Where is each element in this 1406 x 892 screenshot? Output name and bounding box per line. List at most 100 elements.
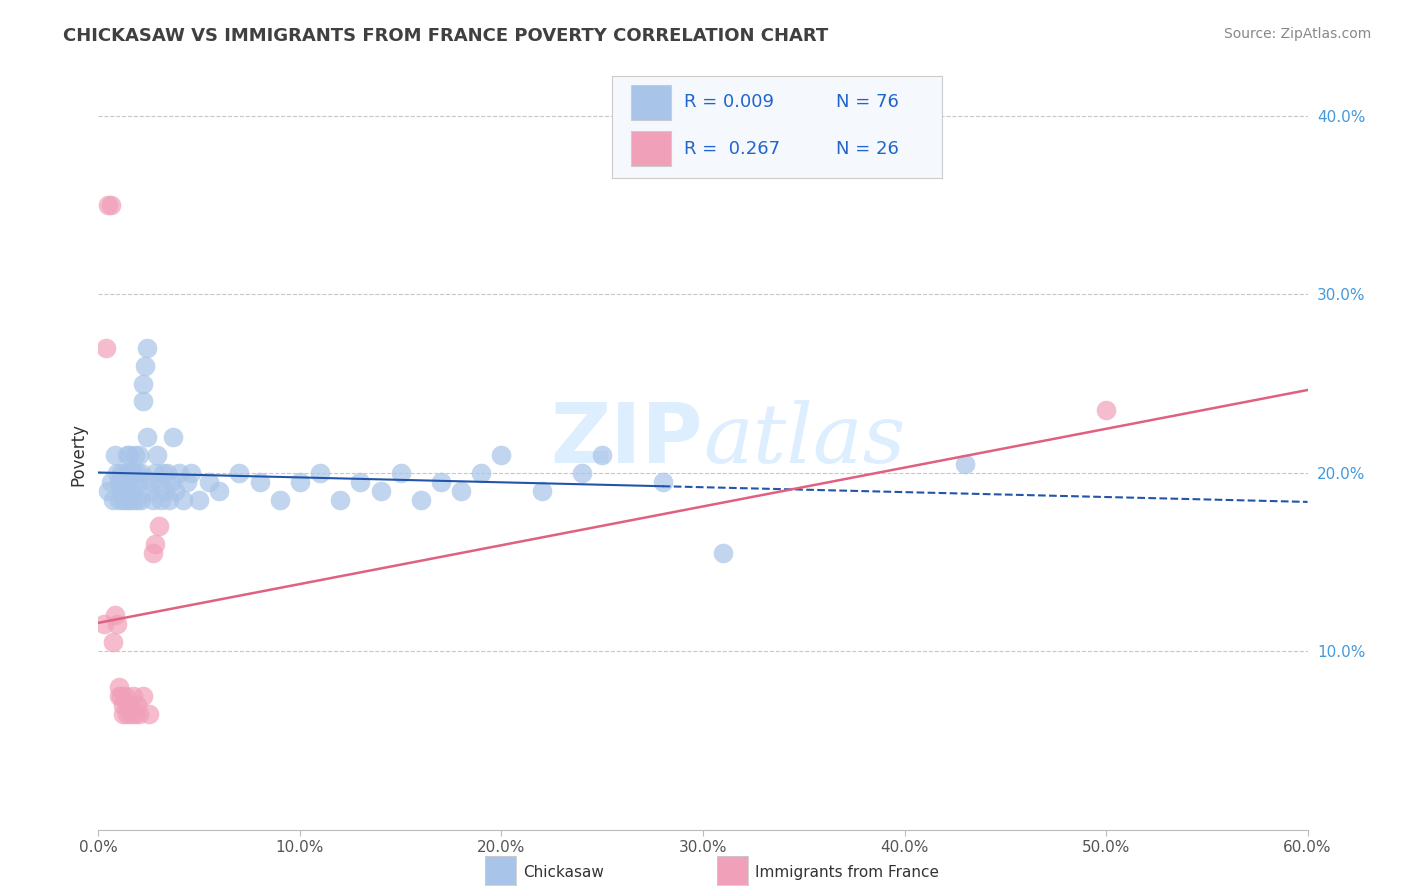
Point: [135, 430, 157, 444]
Point: [110, 466, 132, 480]
Point: [228, 466, 250, 480]
Point: [107, 475, 129, 489]
Point: [125, 698, 148, 712]
Point: [329, 492, 352, 507]
Point: [180, 466, 202, 480]
Point: [148, 475, 170, 489]
Point: [107, 680, 129, 694]
Text: CHICKASAW VS IMMIGRANTS FROM FRANCE POVERTY CORRELATION CHART: CHICKASAW VS IMMIGRANTS FROM FRANCE POVE…: [63, 27, 828, 45]
Point: [120, 706, 142, 721]
Point: [115, 492, 138, 507]
Point: [132, 376, 155, 391]
Point: [103, 608, 125, 623]
Text: atlas: atlas: [703, 400, 905, 480]
Point: [162, 430, 184, 444]
Point: [111, 492, 134, 507]
Point: [124, 475, 146, 489]
Point: [111, 698, 134, 712]
Point: [111, 475, 134, 489]
Point: [143, 466, 166, 480]
Point: [124, 448, 146, 462]
Point: [114, 466, 136, 480]
Point: [153, 483, 176, 498]
Point: [120, 483, 142, 498]
Point: [172, 492, 194, 507]
Point: [101, 492, 124, 507]
Point: [128, 448, 150, 462]
Point: [470, 466, 492, 480]
Point: [135, 341, 157, 355]
Point: [389, 466, 412, 480]
Point: [115, 448, 138, 462]
Point: [142, 546, 165, 560]
Point: [105, 617, 128, 632]
Text: Chickasaw: Chickasaw: [523, 865, 605, 880]
Point: [142, 492, 165, 507]
Point: [157, 492, 180, 507]
Text: R = 0.009: R = 0.009: [685, 94, 775, 112]
Point: [121, 466, 143, 480]
Point: [100, 198, 122, 212]
Point: [97, 483, 120, 498]
Point: [118, 448, 141, 462]
Point: [160, 475, 183, 489]
Point: [105, 466, 128, 480]
Point: [128, 706, 150, 721]
Point: [651, 475, 673, 489]
Point: [249, 475, 271, 489]
Point: [176, 475, 198, 489]
Point: [121, 689, 143, 703]
Y-axis label: Poverty: Poverty: [69, 424, 87, 486]
Text: R =  0.267: R = 0.267: [685, 140, 780, 158]
Point: [132, 394, 155, 409]
Point: [953, 457, 976, 471]
Point: [125, 466, 148, 480]
Point: [97, 198, 120, 212]
Point: [149, 492, 172, 507]
Point: [156, 466, 179, 480]
Point: [146, 448, 169, 462]
Point: [491, 448, 513, 462]
Point: [139, 475, 162, 489]
FancyBboxPatch shape: [631, 85, 671, 120]
FancyBboxPatch shape: [631, 131, 671, 166]
Point: [110, 483, 132, 498]
Point: [138, 483, 160, 498]
Point: [124, 706, 146, 721]
Point: [115, 706, 138, 721]
Point: [118, 698, 141, 712]
Point: [134, 359, 156, 373]
Point: [107, 492, 129, 507]
Point: [107, 689, 129, 703]
Point: [101, 635, 124, 649]
Point: [163, 483, 186, 498]
Point: [96, 341, 118, 355]
Point: [711, 546, 734, 560]
Point: [118, 492, 141, 507]
Point: [349, 475, 371, 489]
Point: [167, 466, 190, 480]
Point: [450, 483, 472, 498]
Text: Immigrants from France: Immigrants from France: [755, 865, 939, 880]
Point: [129, 492, 152, 507]
Text: ZIP: ZIP: [551, 400, 703, 481]
Point: [591, 448, 613, 462]
Point: [110, 689, 132, 703]
Point: [100, 475, 122, 489]
Point: [208, 483, 231, 498]
Point: [114, 689, 136, 703]
Point: [370, 483, 392, 498]
Point: [148, 519, 170, 533]
Point: [198, 475, 221, 489]
Text: N = 76: N = 76: [837, 94, 900, 112]
Point: [129, 466, 152, 480]
Point: [138, 706, 160, 721]
Point: [188, 492, 211, 507]
Point: [430, 475, 453, 489]
Point: [571, 466, 593, 480]
Text: Source: ZipAtlas.com: Source: ZipAtlas.com: [1223, 27, 1371, 41]
Point: [288, 475, 311, 489]
Point: [530, 483, 553, 498]
Point: [132, 689, 155, 703]
Point: [1095, 403, 1118, 417]
